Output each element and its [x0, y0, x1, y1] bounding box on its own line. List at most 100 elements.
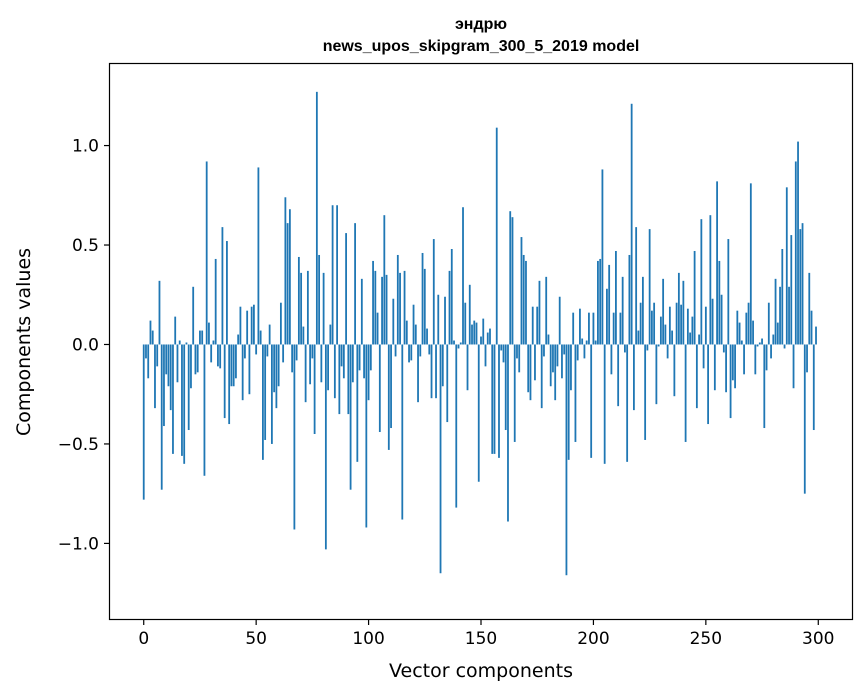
bar — [677, 272, 680, 345]
bar — [477, 344, 480, 482]
bar — [338, 344, 341, 415]
bar — [403, 270, 406, 345]
bar — [336, 205, 338, 345]
bar — [232, 344, 235, 387]
bar — [169, 344, 172, 411]
bar — [154, 344, 156, 409]
bar — [365, 344, 368, 528]
bar — [641, 276, 644, 345]
bar — [648, 229, 651, 345]
bar — [450, 249, 453, 345]
bar — [255, 344, 258, 355]
bar — [749, 183, 752, 345]
bar — [147, 344, 150, 379]
bar — [401, 344, 404, 520]
bar — [282, 344, 285, 363]
bar — [635, 227, 638, 345]
bar — [682, 280, 685, 345]
bar — [318, 254, 321, 345]
bar — [383, 215, 386, 345]
bar — [558, 296, 561, 345]
bar — [158, 280, 161, 345]
bar — [399, 272, 401, 345]
bar — [603, 344, 606, 464]
bar — [471, 324, 473, 345]
bar — [201, 330, 204, 345]
bar — [219, 344, 222, 369]
bar — [588, 312, 590, 345]
bar — [439, 344, 442, 574]
x-tick-label: 50 — [245, 629, 267, 649]
bar — [502, 344, 505, 363]
bars-group — [142, 91, 817, 576]
bar — [484, 344, 487, 367]
bar — [437, 294, 440, 345]
bar — [214, 258, 217, 345]
bar — [563, 344, 566, 355]
bar — [172, 344, 174, 454]
bar — [313, 344, 316, 434]
bar — [190, 344, 192, 389]
bar — [531, 306, 534, 345]
bar — [776, 322, 779, 345]
bar — [507, 344, 509, 522]
bar — [297, 256, 300, 345]
bar — [428, 344, 431, 355]
bar — [725, 344, 727, 393]
bar — [340, 344, 343, 367]
bar — [527, 344, 530, 393]
chart-subtitle: news_upos_skipgram_300_5_2019 model — [323, 38, 640, 55]
bar — [457, 344, 460, 349]
bar — [302, 326, 305, 345]
bar — [707, 344, 709, 425]
bar — [716, 181, 718, 345]
bar — [790, 235, 793, 345]
bar — [253, 304, 255, 345]
bar — [520, 237, 523, 345]
bar — [419, 344, 422, 357]
bar — [752, 320, 754, 345]
bar — [693, 250, 696, 345]
y-tick-label: −0.5 — [58, 435, 99, 455]
bar — [545, 276, 548, 345]
bar — [149, 320, 152, 345]
bar — [441, 344, 444, 387]
bar — [745, 312, 748, 345]
bar — [581, 338, 584, 345]
bar — [356, 344, 359, 462]
bar — [711, 298, 714, 345]
bar — [435, 344, 437, 399]
bar — [315, 91, 318, 345]
bar — [205, 161, 208, 345]
bar — [491, 344, 494, 454]
bar — [621, 276, 624, 345]
bar — [540, 344, 543, 409]
bar — [590, 344, 593, 458]
bar — [246, 310, 249, 345]
y-tick-label: −1.0 — [58, 534, 99, 554]
bar — [673, 344, 676, 397]
bar — [767, 302, 770, 345]
bar — [538, 280, 541, 345]
bar — [392, 298, 395, 345]
bar — [522, 254, 525, 345]
bar — [410, 344, 413, 361]
bar — [408, 344, 410, 363]
bar — [309, 344, 312, 385]
bar — [794, 161, 797, 345]
bar — [320, 344, 323, 383]
bar — [513, 344, 516, 442]
bar — [599, 258, 602, 345]
bar — [556, 344, 559, 367]
bar — [376, 312, 379, 345]
bar — [174, 316, 177, 345]
bar — [666, 344, 669, 359]
bar — [713, 344, 716, 391]
bar — [606, 288, 608, 345]
bar — [734, 344, 736, 389]
bar — [178, 340, 181, 345]
bar — [475, 322, 478, 345]
bar — [659, 316, 662, 345]
bar — [668, 306, 671, 345]
bar — [466, 344, 469, 391]
